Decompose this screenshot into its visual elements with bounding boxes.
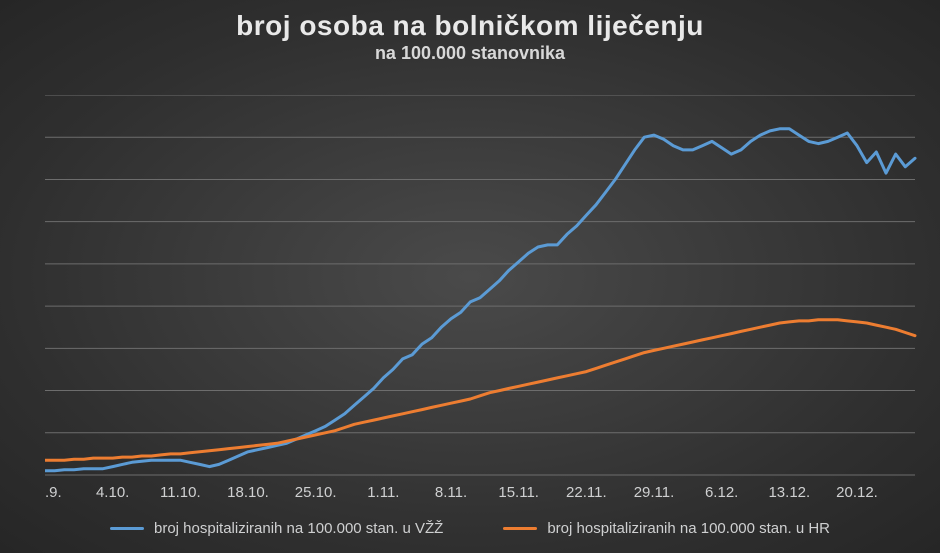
legend-item-0: broj hospitaliziranih na 100.000 stan. u… <box>110 520 443 537</box>
x-tick-label: 25.10. <box>295 484 337 501</box>
x-tick-label: 6.12. <box>705 484 738 501</box>
chart-subtitle: na 100.000 stanovnika <box>0 42 940 65</box>
chart-title-block: broj osoba na bolničkom liječenju na 100… <box>0 10 940 65</box>
x-tick-label: 4.10. <box>96 484 129 501</box>
series-line-0 <box>45 129 915 471</box>
x-tick-label: 13.12. <box>768 484 810 501</box>
x-tick-label: 11.10. <box>160 484 201 501</box>
x-tick-label: 18.10. <box>227 484 269 501</box>
x-tick-label: 22.11. <box>566 484 607 501</box>
x-tick-label: 20.12. <box>836 484 878 501</box>
legend-item-1: broj hospitaliziranih na 100.000 stan. u… <box>503 520 830 537</box>
x-tick-label: 15.11. <box>498 484 539 501</box>
x-tick-label: 8.11. <box>435 484 467 501</box>
x-tick-label: 29.11. <box>634 484 675 501</box>
legend-swatch <box>110 527 144 530</box>
plot-svg: 02040608010012014016018027.9.4.10.11.10.… <box>45 95 925 505</box>
series-line-1 <box>45 320 915 460</box>
legend-label: broj hospitaliziranih na 100.000 stan. u… <box>547 520 830 537</box>
chart-title: broj osoba na bolničkom liječenju <box>0 10 940 42</box>
legend-swatch <box>503 527 537 530</box>
legend-label: broj hospitaliziranih na 100.000 stan. u… <box>154 520 443 537</box>
x-tick-label: 27.9. <box>45 484 62 501</box>
x-tick-label: 1.11. <box>367 484 399 501</box>
hospitalization-chart: broj osoba na bolničkom liječenju na 100… <box>0 0 940 553</box>
chart-legend: broj hospitaliziranih na 100.000 stan. u… <box>0 520 940 537</box>
